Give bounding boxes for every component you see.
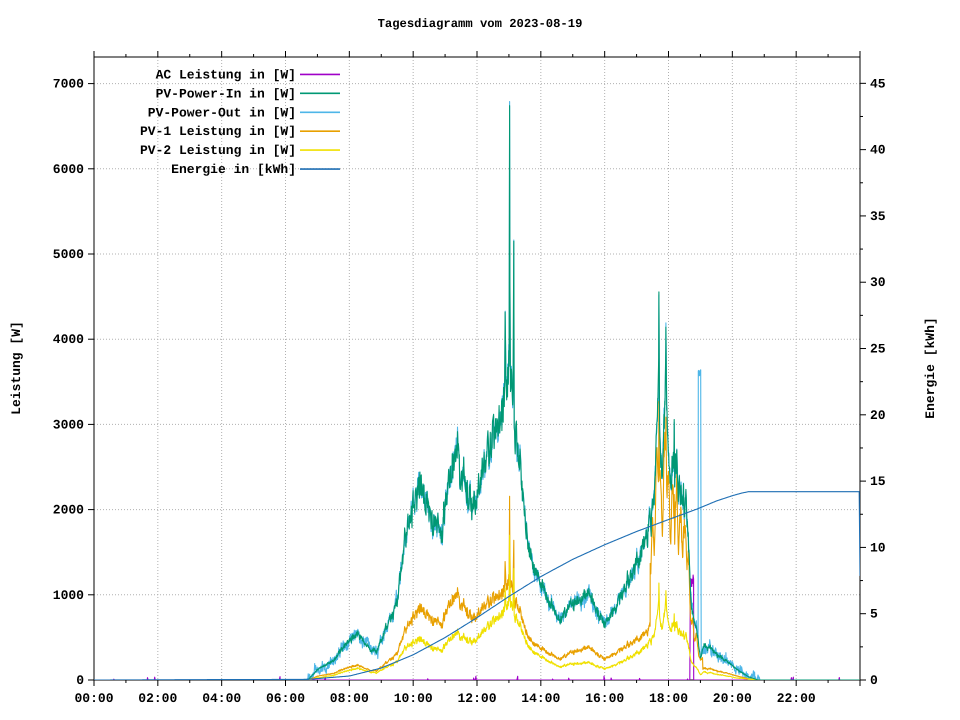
svg-text:3000: 3000 (53, 417, 84, 432)
svg-text:7000: 7000 (53, 77, 84, 92)
svg-text:45: 45 (870, 76, 886, 91)
svg-text:Tagesdiagramm vom 2023-08-19: Tagesdiagramm vom 2023-08-19 (378, 17, 583, 31)
svg-text:Energie in [kWh]: Energie in [kWh] (171, 162, 296, 177)
svg-text:20: 20 (870, 408, 886, 423)
svg-text:PV-Power-Out in [W]: PV-Power-Out in [W] (148, 105, 296, 120)
svg-text:6000: 6000 (53, 162, 84, 177)
svg-text:Energie [kWh]: Energie [kWh] (923, 317, 938, 418)
svg-text:14:00: 14:00 (521, 691, 560, 706)
svg-text:15: 15 (870, 474, 886, 489)
svg-text:08:00: 08:00 (330, 691, 369, 706)
svg-text:0: 0 (76, 673, 84, 688)
svg-text:40: 40 (870, 143, 886, 158)
svg-text:02:00: 02:00 (138, 691, 177, 706)
svg-text:10: 10 (870, 540, 886, 555)
svg-text:2000: 2000 (53, 503, 84, 518)
svg-text:Leistung [W]: Leistung [W] (9, 321, 24, 415)
svg-text:00:00: 00:00 (74, 691, 113, 706)
svg-text:35: 35 (870, 209, 886, 224)
svg-text:4000: 4000 (53, 332, 84, 347)
svg-text:25: 25 (870, 342, 886, 357)
svg-text:04:00: 04:00 (202, 691, 241, 706)
svg-text:PV-1 Leistung in [W]: PV-1 Leistung in [W] (140, 124, 296, 139)
svg-text:0: 0 (870, 673, 878, 688)
svg-text:PV-2 Leistung in [W]: PV-2 Leistung in [W] (140, 143, 296, 158)
svg-text:10:00: 10:00 (394, 691, 433, 706)
svg-text:16:00: 16:00 (585, 691, 624, 706)
svg-text:18:00: 18:00 (649, 691, 688, 706)
svg-text:PV-Power-In in [W]: PV-Power-In in [W] (156, 86, 296, 101)
svg-text:20:00: 20:00 (713, 691, 752, 706)
svg-text:5000: 5000 (53, 247, 84, 262)
svg-text:30: 30 (870, 275, 886, 290)
svg-text:22:00: 22:00 (777, 691, 816, 706)
svg-text:1000: 1000 (53, 588, 84, 603)
svg-text:5: 5 (870, 607, 878, 622)
svg-text:AC Leistung in [W]: AC Leistung in [W] (156, 67, 296, 82)
svg-text:06:00: 06:00 (266, 691, 305, 706)
svg-text:12:00: 12:00 (457, 691, 496, 706)
